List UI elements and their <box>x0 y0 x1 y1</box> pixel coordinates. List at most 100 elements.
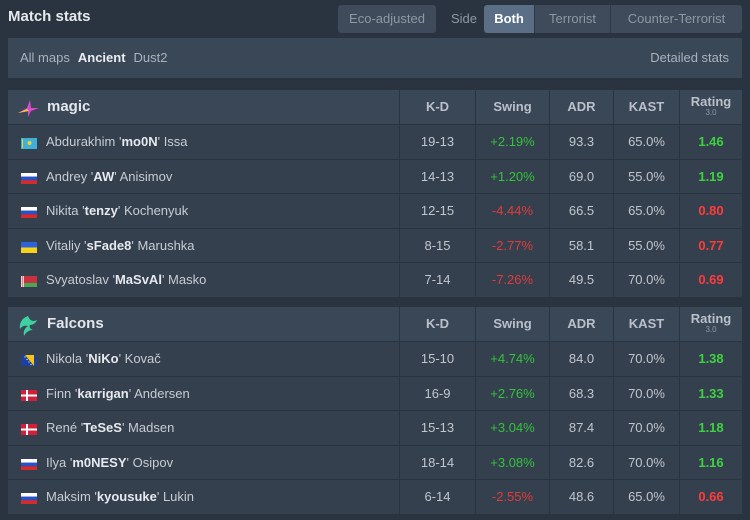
player-last-name: ' Issa <box>157 134 188 149</box>
table-row: Nikita 'tenzy' Kochenyuk 12-15 -4.44% 66… <box>8 193 742 228</box>
belarus-flag-icon <box>21 275 37 287</box>
player-last-name: ' Masko <box>161 272 207 287</box>
map-tab-all[interactable]: All maps <box>20 50 70 65</box>
player-nickname: tenzy <box>84 203 118 218</box>
rating-cell: 1.38 <box>679 342 742 376</box>
rating-cell: 1.18 <box>679 411 742 445</box>
column-header-rating[interactable]: Rating 3.0 <box>679 307 742 341</box>
player-first-name: René ' <box>46 420 84 435</box>
player-name-link[interactable]: Finn 'karrigan' Andersen <box>46 386 190 401</box>
adr-cell: 48.6 <box>549 480 613 514</box>
player-first-name: Ilya ' <box>46 454 73 470</box>
column-header-swing[interactable]: Swing <box>475 90 549 124</box>
table-row: Abdurakhim 'mo0N' Issa 19-13 +2.19% 93.3… <box>8 124 742 159</box>
table-row: Vitaliy 'sFade8' Marushka 8-15 -2.77% 58… <box>8 227 742 263</box>
player-name-link[interactable]: Ilya 'm0NESY' Osipov <box>46 455 173 470</box>
russia-flag-icon <box>21 172 37 184</box>
player-last-name: ' Marushka <box>131 237 195 253</box>
detailed-stats-link[interactable]: Detailed stats <box>650 50 729 65</box>
player-last-name: ' Lukin <box>156 489 195 504</box>
adr-cell: 66.5 <box>549 194 613 228</box>
kd-cell: 19-13 <box>399 125 475 159</box>
kd-cell: 12-15 <box>399 194 475 228</box>
player-last-name: ' Andersen <box>128 385 190 401</box>
adr-cell: 87.4 <box>549 411 613 445</box>
player-last-name: ' Osipov <box>126 454 174 470</box>
column-header-adr[interactable]: ADR <box>549 307 613 341</box>
player-name-link[interactable]: René 'TeSeS' Madsen <box>46 420 174 435</box>
player-nickname: MaSvAl <box>114 272 162 287</box>
player-name-link[interactable]: Vitaliy 'sFade8' Marushka <box>46 238 195 253</box>
column-header-kd[interactable]: K-D <box>399 90 475 124</box>
side-both-button[interactable]: Both <box>484 5 534 33</box>
russia-flag-icon <box>21 492 37 504</box>
player-name-link[interactable]: Nikita 'tenzy' Kochenyuk <box>46 203 188 218</box>
kast-cell: 70.0% <box>613 411 679 445</box>
swing-cell: -4.44% <box>475 194 549 228</box>
adr-cell: 84.0 <box>549 342 613 376</box>
team-name[interactable]: Falcons <box>47 315 104 332</box>
map-tabs: All maps Ancient Dust2 <box>20 50 168 65</box>
ukraine-flag-icon <box>21 241 37 253</box>
eco-adjusted-button[interactable]: Eco-adjusted <box>338 5 436 33</box>
adr-cell: 68.3 <box>549 376 613 411</box>
swing-cell: +2.19% <box>475 125 549 159</box>
rating-version: 3.0 <box>705 325 717 334</box>
swing-cell: +2.76% <box>475 376 549 411</box>
player-first-name: Finn ' <box>46 385 78 401</box>
player-first-name: Nikita ' <box>46 203 85 218</box>
player-last-name: ' Kovač <box>118 351 161 366</box>
bosnia-flag-icon <box>21 354 37 366</box>
rating-version: 3.0 <box>705 108 717 117</box>
kd-cell: 6-14 <box>399 480 475 514</box>
player-first-name: Maksim ' <box>46 489 97 504</box>
kast-cell: 55.0% <box>613 228 679 263</box>
team-table-falcons: Falcons K-D Swing ADR KAST Rating 3.0 Ni… <box>8 307 742 514</box>
column-header-kast[interactable]: KAST <box>613 90 679 124</box>
player-nickname: sFade8 <box>86 237 132 253</box>
player-name-link[interactable]: Nikola 'NiKo' Kovač <box>46 351 161 366</box>
side-terrorist-button[interactable]: Terrorist <box>534 5 610 33</box>
player-last-name: ' Madsen <box>121 420 175 435</box>
rating-label: Rating <box>690 94 732 109</box>
team-table-magic: magic K-D Swing ADR KAST Rating 3.0 Abdu… <box>8 90 742 297</box>
top-bar: Match stats Eco-adjusted Side Both Terro… <box>0 0 750 38</box>
team-name[interactable]: magic <box>47 98 91 115</box>
swing-cell: +3.08% <box>475 445 549 480</box>
table-row: Finn 'karrigan' Andersen 16-9 +2.76% 68.… <box>8 375 742 411</box>
side-selector: Both Terrorist Counter-Terrorist <box>484 5 742 33</box>
player-name-link[interactable]: Andrey 'AW' Anisimov <box>46 169 172 184</box>
rating-cell: 1.19 <box>679 159 742 194</box>
swing-cell: +1.20% <box>475 159 549 194</box>
player-name-link[interactable]: Abdurakhim 'mo0N' Issa <box>46 134 188 149</box>
map-tab-dust2[interactable]: Dust2 <box>133 50 168 65</box>
side-ct-button[interactable]: Counter-Terrorist <box>610 5 742 33</box>
player-nickname: m0NESY <box>72 454 127 470</box>
kast-cell: 65.0% <box>613 194 679 228</box>
column-header-kast[interactable]: KAST <box>613 307 679 341</box>
russia-flag-icon <box>21 206 37 218</box>
player-last-name: ' Kochenyuk <box>117 203 189 218</box>
falcon-logo-icon <box>16 314 40 336</box>
kazakhstan-flag-icon <box>21 137 37 149</box>
column-header-swing[interactable]: Swing <box>475 307 549 341</box>
rating-cell: 1.16 <box>679 445 742 480</box>
kast-cell: 65.0% <box>613 480 679 514</box>
magic-star-logo-icon <box>16 97 40 119</box>
kd-cell: 18-14 <box>399 445 475 480</box>
table-row: Nikola 'NiKo' Kovač 15-10 +4.74% 84.0 70… <box>8 341 742 376</box>
russia-flag-icon <box>21 458 37 470</box>
kast-cell: 70.0% <box>613 342 679 376</box>
player-last-name: ' Anisimov <box>114 168 173 184</box>
player-name-link[interactable]: Maksim 'kyousuke' Lukin <box>46 489 194 504</box>
swing-cell: +4.74% <box>475 342 549 376</box>
rating-cell: 0.77 <box>679 228 742 263</box>
column-header-adr[interactable]: ADR <box>549 90 613 124</box>
player-name-link[interactable]: Svyatoslav 'MaSvAl' Masko <box>46 272 206 287</box>
swing-cell: -7.26% <box>475 263 549 297</box>
player-nickname: NiKo <box>88 351 119 366</box>
column-header-kd[interactable]: K-D <box>399 307 475 341</box>
map-tab-ancient[interactable]: Ancient <box>77 50 126 65</box>
kd-cell: 14-13 <box>399 159 475 194</box>
column-header-rating[interactable]: Rating 3.0 <box>679 90 742 124</box>
